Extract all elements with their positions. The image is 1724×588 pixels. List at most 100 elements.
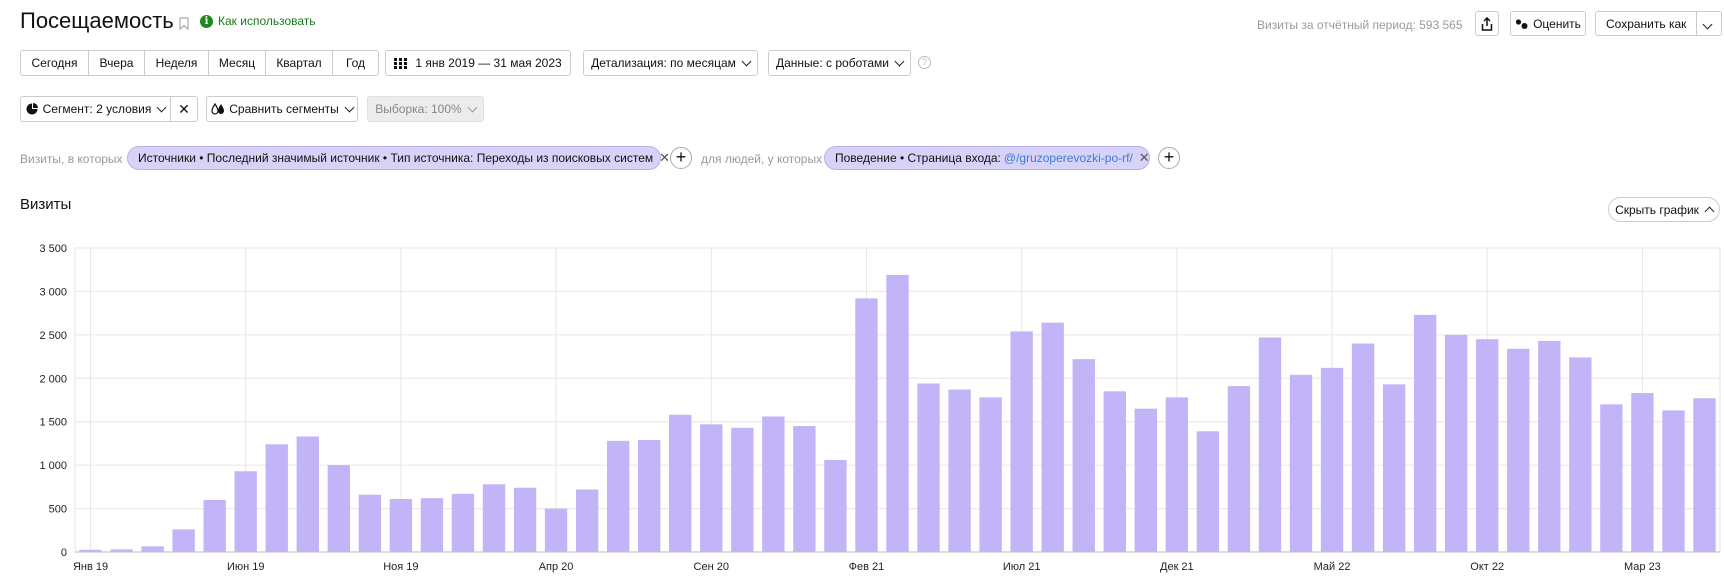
chart-bar bbox=[172, 529, 195, 552]
detail-dropdown[interactable]: Детализация: по месяцам bbox=[583, 50, 758, 76]
how-to-use-label: Как использовать bbox=[218, 14, 316, 28]
total-visits-label: Визиты за отчётный период: 593 565 bbox=[1257, 18, 1463, 32]
x-tick-label: Дек 21 bbox=[1160, 561, 1194, 573]
chart-bar bbox=[1227, 386, 1251, 552]
chart-bar bbox=[1165, 397, 1189, 552]
visits-chart: 0 500 1 000 1 500 2 000 2 500 3 000 3 500 Янв 19… bbox=[39, 243, 1721, 573]
chart-bar bbox=[1134, 408, 1157, 552]
close-icon[interactable]: ✕ bbox=[1138, 150, 1150, 165]
chart-bar bbox=[731, 427, 754, 552]
chart-bar bbox=[948, 389, 971, 552]
how-to-use-link[interactable]: i Как использовать bbox=[200, 14, 316, 28]
chart-bar bbox=[451, 493, 475, 552]
people-where-label: для людей, у которых bbox=[701, 152, 823, 166]
x-tick-label: Янв 19 bbox=[73, 561, 108, 573]
chart-bar bbox=[1382, 384, 1406, 552]
compare-segments-dropdown[interactable]: Сравнить сегменты bbox=[206, 96, 358, 122]
detail-label: Детализация: по месяцам bbox=[591, 56, 736, 70]
x-tick-label: Июн 19 bbox=[227, 561, 265, 573]
segment-clear-button[interactable]: ✕ bbox=[170, 96, 198, 122]
sample-label: Выборка: 100% bbox=[375, 102, 462, 116]
x-tick-label: Ноя 19 bbox=[383, 561, 418, 573]
y-tick-label: 1 500 bbox=[39, 417, 67, 429]
chart-bar bbox=[886, 274, 909, 552]
period-today[interactable]: Сегодня bbox=[21, 51, 89, 75]
export-button[interactable] bbox=[1475, 11, 1499, 36]
chart-bar bbox=[762, 416, 785, 552]
close-icon: ✕ bbox=[178, 100, 190, 117]
y-tick-label: 500 bbox=[49, 504, 67, 516]
period-quarter[interactable]: Квартал bbox=[266, 51, 333, 75]
chart-bar bbox=[389, 499, 413, 552]
y-tick-label: 3 000 bbox=[39, 286, 67, 298]
chart-bar bbox=[1258, 337, 1282, 552]
chart-bar bbox=[420, 498, 444, 552]
chart-bar bbox=[1600, 404, 1623, 552]
section-title: Визиты bbox=[20, 196, 72, 213]
chart-bar bbox=[1072, 359, 1095, 552]
chart-bar bbox=[327, 465, 350, 552]
save-as-label: Сохранить как bbox=[1606, 16, 1687, 31]
chart-bar bbox=[1538, 340, 1561, 552]
chart-bar bbox=[358, 494, 382, 552]
chart-bar bbox=[482, 484, 506, 552]
chart-bar bbox=[110, 549, 133, 552]
chart-bar bbox=[1569, 357, 1592, 552]
rate-button[interactable]: Оценить bbox=[1510, 11, 1586, 36]
chart-bar bbox=[638, 439, 661, 552]
data-mode-dropdown[interactable]: Данные: с роботами bbox=[768, 50, 911, 76]
chart-bar bbox=[1445, 334, 1468, 552]
chart-bar bbox=[1413, 314, 1437, 552]
x-tick-label: Апр 20 bbox=[539, 561, 574, 573]
segment-dropdown[interactable]: Сегмент: 2 условия bbox=[20, 96, 171, 122]
filter-chip-entry-page[interactable]: Поведение • Страница входа: @/gruzoperev… bbox=[824, 146, 1150, 170]
chart-bar bbox=[1351, 343, 1375, 552]
chevron-down-icon bbox=[156, 102, 167, 112]
chart-bar bbox=[79, 549, 102, 552]
add-visit-filter-button[interactable]: + bbox=[670, 147, 692, 169]
chart-bar bbox=[700, 424, 723, 552]
chart-bar bbox=[669, 414, 692, 552]
chevron-down-icon[interactable] bbox=[1702, 19, 1713, 30]
x-tick-label: Сен 20 bbox=[694, 561, 729, 573]
chart-bar bbox=[917, 383, 940, 552]
chart-bar bbox=[1631, 393, 1654, 552]
filter-chip-entry-prefix: Поведение • Страница входа: bbox=[835, 151, 1001, 165]
bookmark-icon[interactable] bbox=[179, 17, 189, 30]
close-icon[interactable]: ✕ bbox=[659, 150, 671, 165]
chart-bar bbox=[793, 426, 816, 552]
filter-chip-source[interactable]: Источники • Последний значимый источник … bbox=[127, 146, 670, 170]
filter-chip-entry-link[interactable]: @/gruzoperevozki-po-rf/ bbox=[1003, 151, 1133, 165]
chart-bar bbox=[141, 546, 164, 552]
help-icon[interactable]: ? bbox=[918, 56, 931, 69]
filter-chip-source-label: Источники • Последний значимый источник … bbox=[138, 151, 654, 165]
chart-bar bbox=[575, 489, 599, 552]
x-tick-label: Окт 22 bbox=[1470, 561, 1504, 573]
period-yesterday[interactable]: Вчера bbox=[89, 51, 145, 75]
chart-bar bbox=[1196, 431, 1220, 552]
chart-bar bbox=[606, 440, 630, 552]
period-year[interactable]: Год bbox=[345, 56, 366, 70]
chart-bar bbox=[855, 298, 878, 552]
hide-chart-button[interactable]: Скрыть график bbox=[1608, 197, 1720, 222]
chart-bar bbox=[544, 508, 568, 552]
y-tick-label: 0 bbox=[61, 547, 67, 559]
add-people-filter-button[interactable]: + bbox=[1158, 147, 1180, 169]
period-week[interactable]: Неделя bbox=[145, 51, 209, 75]
chevron-down-icon bbox=[894, 56, 905, 66]
calendar-icon bbox=[394, 57, 408, 69]
rate-label: Оценить bbox=[1533, 16, 1581, 31]
chart-bar bbox=[1320, 367, 1344, 552]
period-month[interactable]: Месяц bbox=[209, 51, 266, 75]
compare-segments-label: Сравнить сегменты bbox=[229, 102, 339, 116]
date-range-button[interactable]: 1 янв 2019 — 31 мая 2023 bbox=[385, 50, 571, 76]
chart-bar bbox=[1662, 410, 1685, 552]
page-title: Посещаемость bbox=[20, 8, 174, 33]
y-tick-label: 2 500 bbox=[39, 330, 67, 342]
date-range-label: 1 янв 2019 — 31 мая 2023 bbox=[415, 56, 562, 70]
segment-label: Сегмент: 2 условия bbox=[42, 102, 152, 116]
save-as-button[interactable]: Сохранить как bbox=[1595, 11, 1722, 36]
chevron-down-icon bbox=[344, 102, 355, 112]
x-tick-label: Фев 21 bbox=[849, 561, 885, 573]
chart-bar bbox=[296, 436, 319, 552]
